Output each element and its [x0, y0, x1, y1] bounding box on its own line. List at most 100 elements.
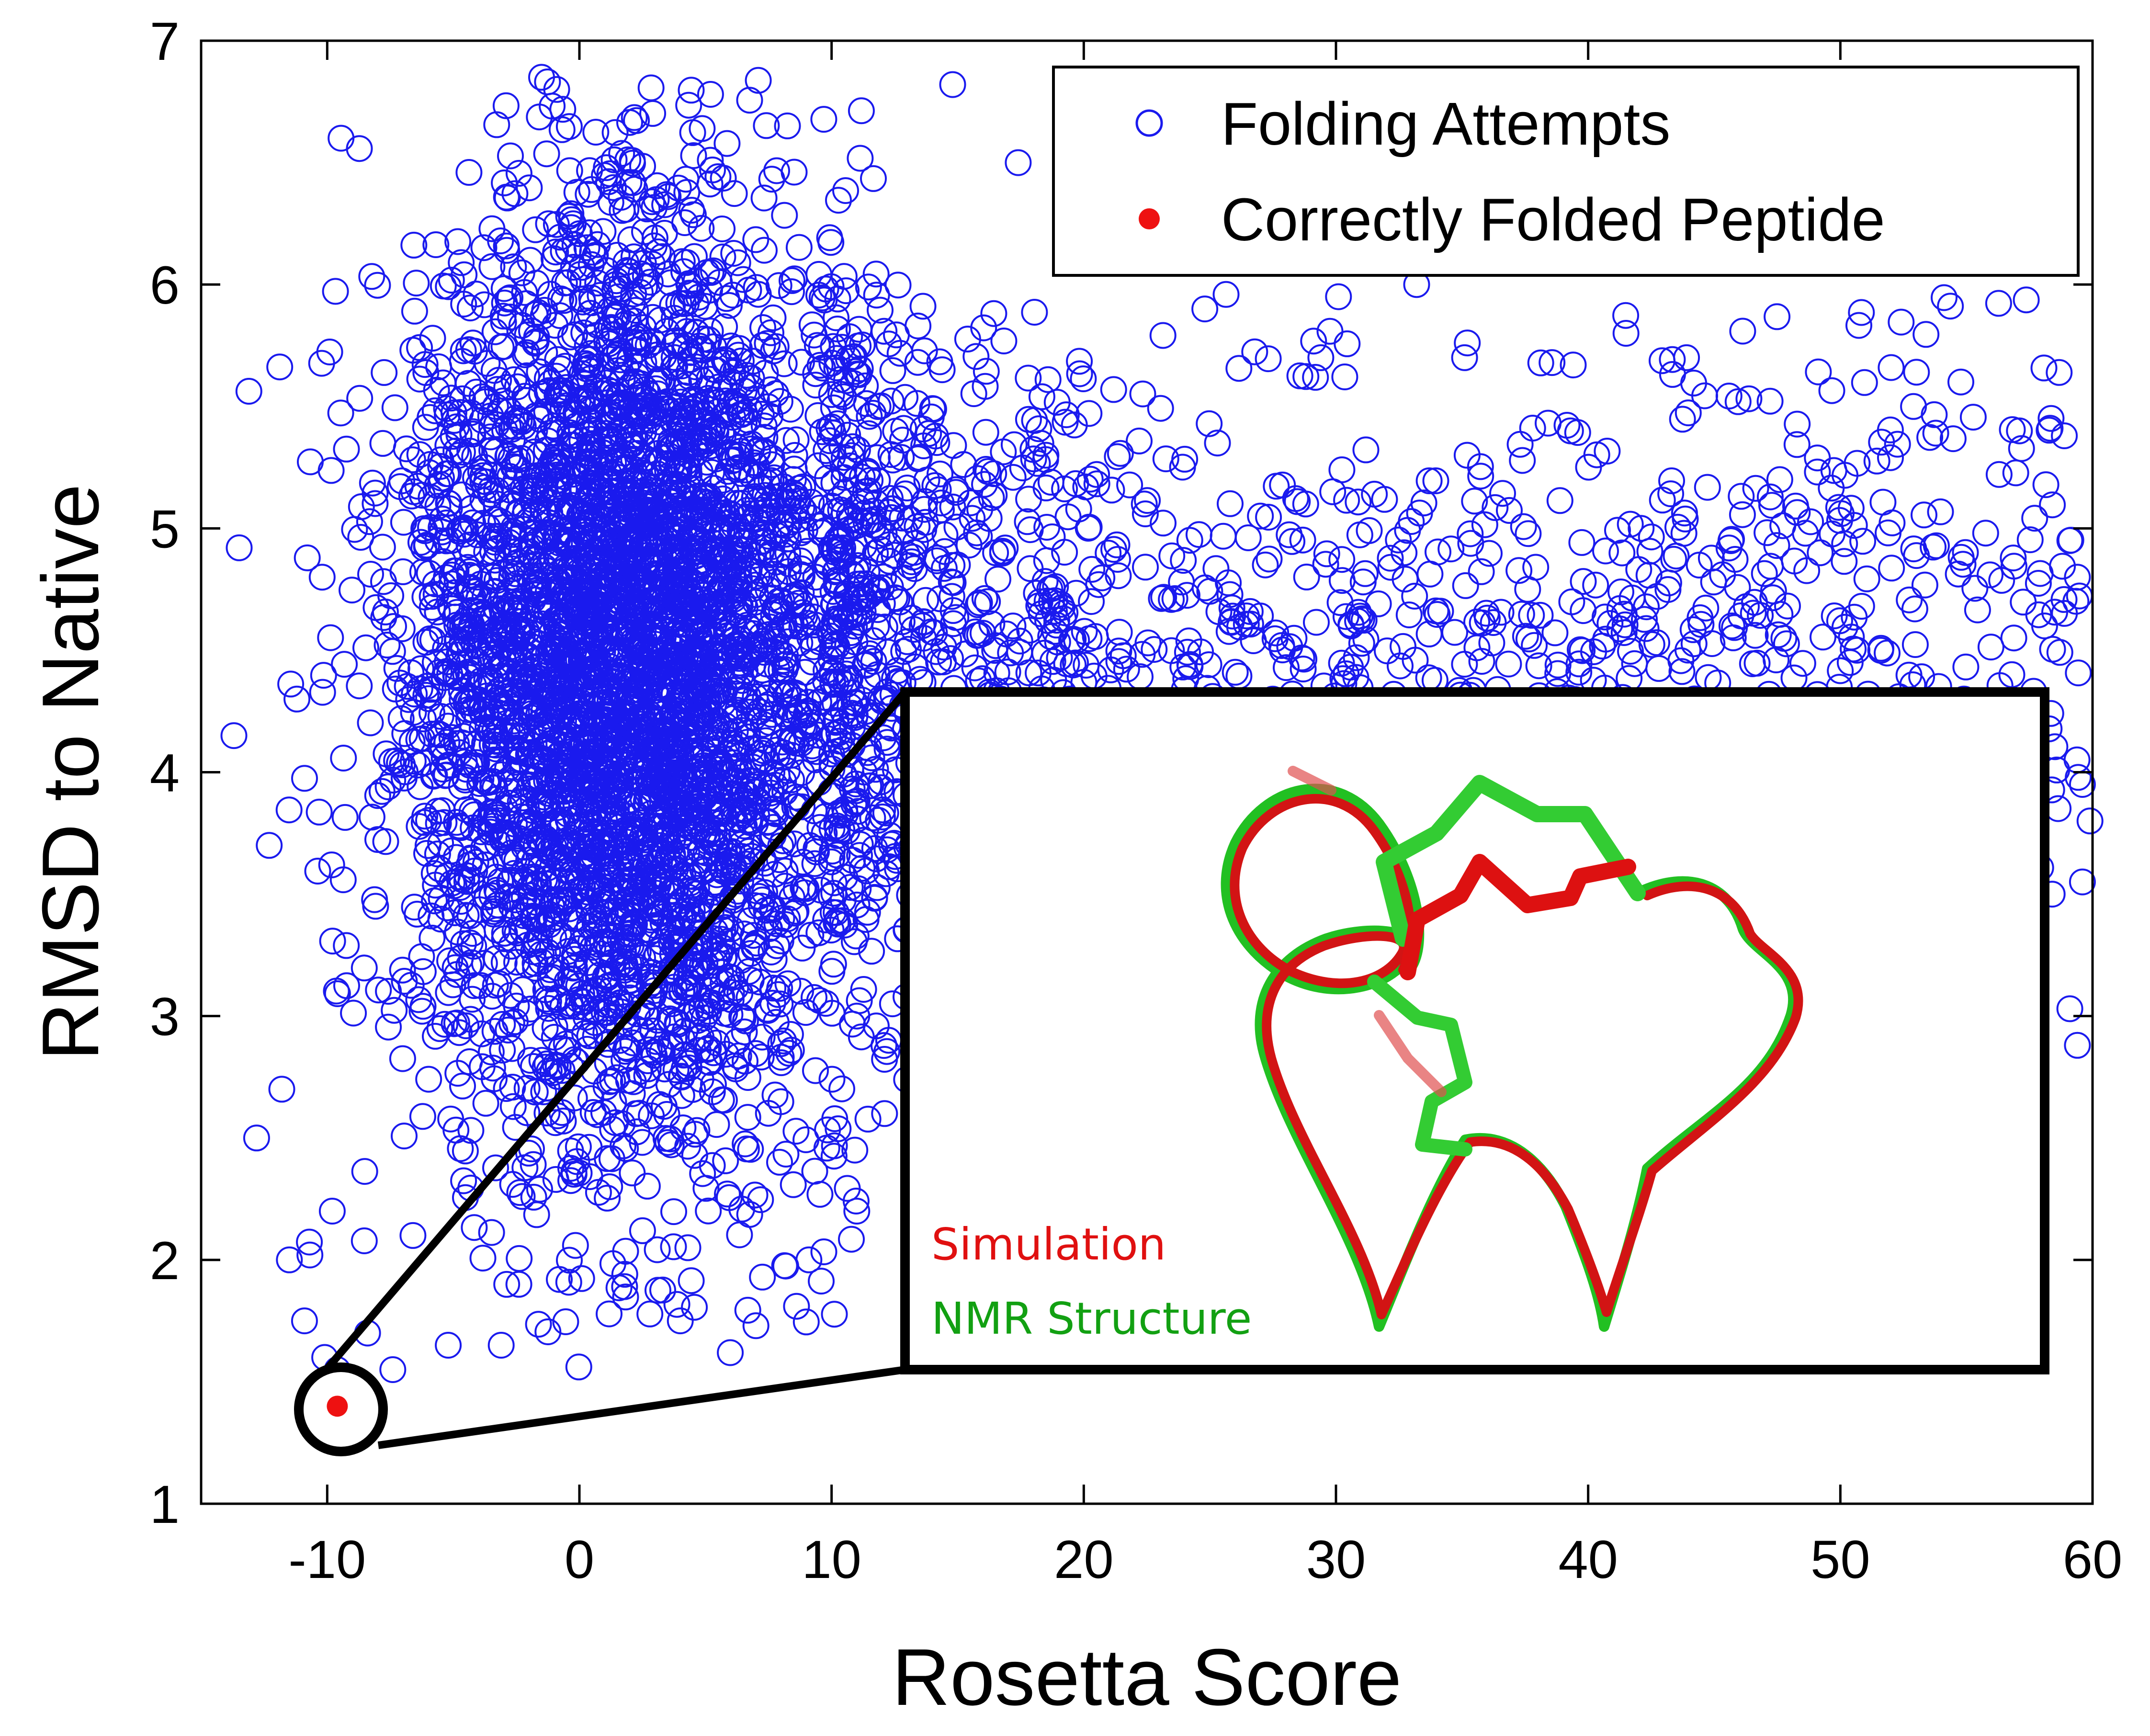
data-point: [781, 265, 808, 293]
data-point: [684, 755, 712, 783]
data-point: [364, 272, 391, 299]
data-point: [503, 949, 530, 976]
data-point: [369, 533, 396, 561]
data-point: [644, 1236, 671, 1263]
data-point: [734, 1064, 761, 1091]
data-point: [591, 823, 618, 851]
data-point: [671, 209, 698, 236]
data-point: [736, 907, 764, 934]
data-point: [760, 601, 787, 628]
data-point: [594, 1184, 621, 1212]
data-point: [771, 202, 798, 229]
data-point: [419, 325, 446, 352]
data-point: [751, 639, 778, 666]
data-point: [858, 744, 885, 772]
data-point: [862, 261, 890, 288]
data-point: [407, 529, 434, 556]
data-point: [413, 840, 440, 867]
data-point: [798, 488, 825, 516]
data-point: [555, 598, 582, 625]
data-point: [569, 266, 597, 293]
data-point: [550, 669, 577, 696]
data-point: [628, 627, 655, 655]
data-point: [787, 730, 815, 757]
data-point: [457, 399, 484, 426]
data-point: [489, 303, 517, 330]
data-point: [770, 612, 798, 639]
data-point: [549, 868, 576, 895]
data-point: [505, 499, 532, 527]
data-point: [365, 976, 392, 1004]
data-point: [450, 1167, 477, 1194]
data-point: [455, 159, 483, 186]
data-point: [597, 425, 624, 453]
data-point: [854, 1105, 882, 1133]
data-point: [412, 414, 439, 441]
data-point: [277, 670, 305, 698]
data-point: [660, 1233, 687, 1260]
data-point: [789, 712, 816, 739]
data-point: [872, 799, 899, 827]
data-point: [456, 295, 484, 322]
data-point: [560, 1160, 588, 1188]
data-point: [574, 855, 601, 882]
data-point: [645, 1035, 673, 1063]
data-point: [411, 351, 439, 378]
data-point: [738, 773, 766, 800]
data-point: [713, 285, 740, 312]
data-point: [482, 578, 509, 605]
data-point: [662, 1056, 690, 1083]
data-point: [411, 803, 439, 830]
data-point: [630, 349, 657, 376]
data-point: [386, 669, 414, 697]
data-point: [424, 493, 452, 520]
data-point: [810, 106, 837, 133]
data-point: [297, 448, 324, 476]
data-point: [619, 485, 646, 512]
data-point: [695, 1197, 722, 1225]
data-point: [617, 262, 644, 290]
data-point: [1961, 575, 1989, 602]
data-point: [554, 564, 582, 591]
data-point: [616, 966, 644, 994]
data-point: [501, 180, 529, 207]
data-point: [539, 964, 566, 991]
data-point: [654, 1129, 681, 1156]
data-point: [590, 617, 618, 645]
data-point: [693, 1036, 720, 1063]
data-point: [664, 455, 691, 482]
data-point: [471, 454, 498, 481]
data-point: [458, 949, 485, 976]
data-point: [772, 1141, 800, 1168]
data-point: [346, 135, 373, 162]
data-point: [688, 215, 715, 242]
data-point: [691, 857, 718, 885]
data-point: [521, 329, 549, 357]
data-point: [1034, 366, 1062, 393]
data-point: [554, 827, 582, 853]
data-point: [399, 748, 427, 775]
data-point: [448, 773, 475, 800]
data-point: [672, 780, 699, 807]
data-point: [617, 467, 644, 494]
data-point: [625, 397, 652, 425]
data-point: [770, 350, 798, 377]
data-point: [291, 765, 318, 792]
data-point: [426, 1015, 453, 1042]
data-point: [741, 934, 768, 961]
data-point: [655, 183, 682, 210]
data-point: [710, 402, 737, 429]
data-point: [316, 339, 343, 365]
data-point: [732, 1007, 759, 1034]
data-point: [375, 1013, 402, 1041]
data-point: [478, 437, 505, 464]
data-point: [741, 485, 768, 512]
data-point: [719, 404, 747, 431]
data-point: [681, 794, 708, 821]
data-point: [467, 458, 494, 486]
data-point: [493, 1075, 520, 1102]
data-point: [372, 828, 399, 855]
data-point: [487, 867, 514, 895]
data-point: [408, 943, 435, 970]
data-point: [500, 413, 528, 440]
